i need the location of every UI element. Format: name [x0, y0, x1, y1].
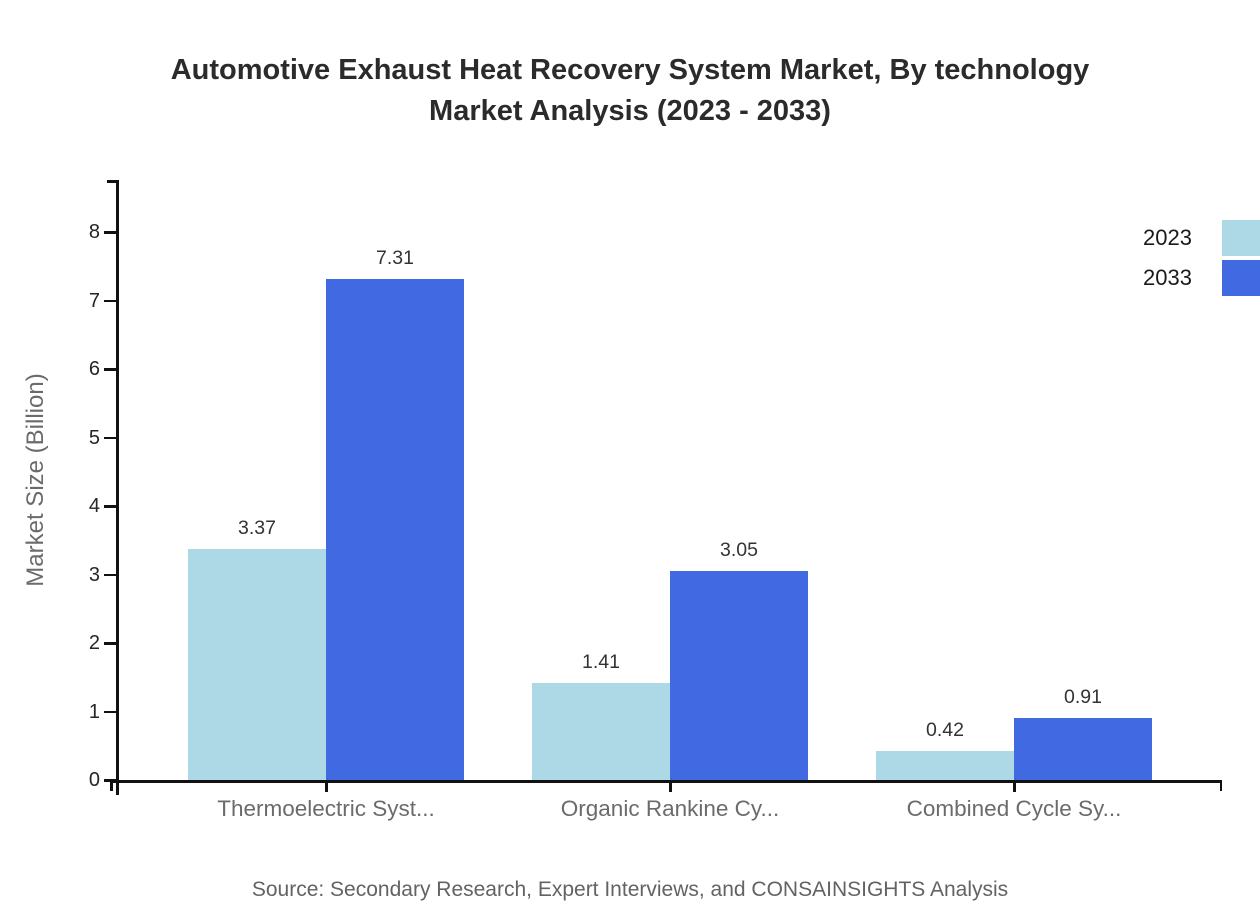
legend-item-2023[interactable]: 2023	[1143, 218, 1260, 258]
legend: 2023 2033	[1143, 218, 1260, 298]
y-tick-label-6: 6	[88, 358, 100, 380]
legend-label-2033: 2033	[1143, 265, 1192, 290]
legend-swatch-2023	[1222, 220, 1260, 256]
chart-title: Automotive Exhaust Heat Recovery System …	[0, 50, 1260, 132]
y-tick-1	[104, 710, 116, 713]
x-tick-1	[669, 782, 672, 792]
legend-item-2033[interactable]: 2033	[1143, 258, 1260, 298]
y-tick-label-7: 7	[88, 289, 100, 312]
bar-value-2033-2: 0.91	[1064, 685, 1102, 708]
bar-2023-1	[532, 683, 670, 780]
bar-2033-1	[670, 571, 808, 780]
y-tick-label-4: 4	[88, 495, 100, 517]
x-category-label-2: Combined Cycle Sy...	[906, 796, 1122, 821]
y-tick-5	[104, 436, 116, 439]
bar-2023-2	[876, 751, 1014, 780]
bar-value-2023-0: 3.37	[238, 517, 276, 540]
y-tick-8	[104, 231, 116, 234]
x-axis-left-cap	[110, 780, 113, 791]
y-tick-7	[104, 299, 116, 302]
bar-2023-0	[188, 549, 326, 780]
x-tick-0	[325, 782, 328, 792]
bar-value-2033-0: 7.31	[376, 247, 414, 270]
chart-title-line2: Market Analysis (2023 - 2033)	[429, 95, 831, 127]
bar-2033-0	[326, 279, 464, 780]
source-note: Source: Secondary Research, Expert Inter…	[251, 878, 1009, 901]
legend-swatch-2033	[1222, 260, 1260, 296]
legend-label-2023: 2023	[1143, 225, 1192, 250]
y-tick-label-3: 3	[88, 563, 100, 586]
y-tick-0	[104, 779, 116, 782]
x-tick-2	[1013, 782, 1016, 792]
y-tick-label-2: 2	[88, 632, 100, 654]
bar-2033-2	[1014, 717, 1152, 780]
y-tick-label-5: 5	[88, 426, 100, 449]
y-axis-top-cap	[107, 180, 116, 183]
y-tick-3	[104, 573, 116, 576]
y-tick-label-8: 8	[88, 221, 100, 243]
x-axis-line	[110, 780, 1222, 783]
y-tick-label-0: 0	[88, 769, 100, 791]
x-category-label-0: Thermoelectric Syst...	[217, 796, 435, 821]
x-category-label-1: Organic Rankine Cy...	[560, 796, 780, 821]
y-tick-label-1: 1	[88, 700, 100, 723]
y-tick-4	[104, 505, 116, 508]
x-axis-right-cap	[1219, 780, 1222, 791]
chart-title-line1: Automotive Exhaust Heat Recovery System …	[170, 54, 1090, 86]
bar-value-2023-2: 0.42	[926, 719, 964, 742]
y-tick-6	[104, 368, 116, 371]
y-axis-line	[116, 180, 119, 795]
bar-value-2033-1: 3.05	[720, 539, 758, 562]
bar-value-2023-1: 1.41	[582, 651, 620, 674]
y-tick-2	[104, 642, 116, 645]
